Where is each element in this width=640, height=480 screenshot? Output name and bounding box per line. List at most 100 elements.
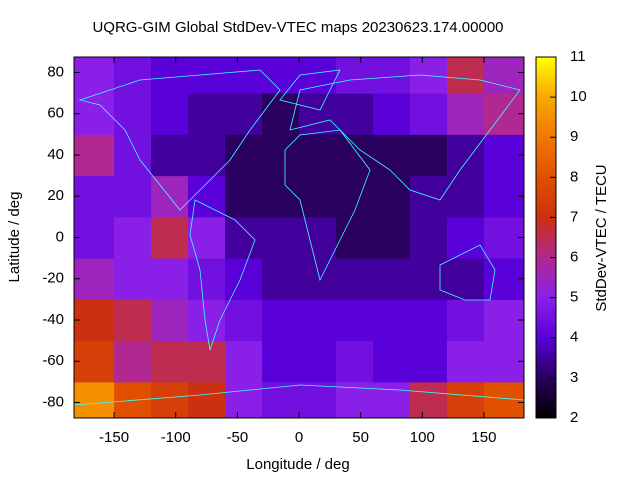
heatmap-cell: [446, 381, 485, 419]
heatmap-cell: [299, 57, 337, 94]
heatmap-cell: [114, 134, 152, 177]
y-tick-label: -60: [42, 352, 64, 369]
heatmap-cell: [114, 93, 152, 135]
heatmap-cell: [188, 381, 226, 419]
colorbar-tick-label: 8: [570, 168, 578, 185]
colorbar-tick-label: 6: [570, 249, 578, 266]
coastline: [189, 199, 256, 351]
heatmap-cell: [335, 216, 374, 259]
heatmap-cell: [225, 258, 263, 300]
heatmap-cell: [225, 175, 263, 218]
heatmap-cell: [335, 93, 374, 135]
coastline: [73, 384, 525, 406]
heatmap-cell: [483, 258, 525, 300]
heatmap-cell: [446, 216, 485, 259]
coastline: [279, 69, 341, 111]
heatmap-cell: [262, 340, 300, 383]
heatmap-cell: [114, 299, 152, 342]
y-tick-label: 40: [47, 146, 64, 163]
heatmap-cell: [409, 216, 448, 259]
heatmap-cell: [446, 340, 485, 383]
heatmap-cell: [262, 258, 300, 300]
heatmap-cell: [372, 93, 411, 135]
heatmap-cell: [483, 93, 525, 135]
heatmap-cell: [372, 175, 411, 218]
coastline: [78, 69, 281, 211]
colorbar-tick-label: 4: [570, 329, 578, 346]
heatmap-cell: [335, 299, 374, 342]
x-tick-label: -100: [161, 429, 191, 446]
heatmap-cell: [114, 57, 152, 94]
heatmap-cell: [225, 93, 263, 135]
heatmap-cell: [372, 381, 411, 419]
heatmap-cell: [151, 57, 189, 94]
heatmap-cell: [409, 299, 448, 342]
heatmap-cell: [299, 258, 337, 300]
heatmap-cell: [446, 299, 485, 342]
x-axis-label: Longitude / deg: [246, 456, 349, 473]
heatmap-cell: [151, 340, 189, 383]
colorbar: [535, 56, 557, 419]
heatmap-cell: [446, 134, 485, 177]
x-tick-label: 150: [471, 429, 496, 446]
heatmap-cell: [74, 340, 115, 383]
heatmap-cell: [114, 216, 152, 259]
heatmap-cell: [483, 175, 525, 218]
heatmap-cell: [151, 381, 189, 419]
y-tick-label: -80: [42, 393, 64, 410]
heatmap-cell: [151, 175, 189, 218]
heatmap-cell: [74, 258, 115, 300]
heatmap-cell: [262, 175, 300, 218]
colorbar-tick-label: 5: [570, 289, 578, 306]
heatmap-cell: [225, 57, 263, 94]
heatmap-cell: [483, 134, 525, 177]
y-tick-label: 20: [47, 187, 64, 204]
heatmap-cell: [74, 57, 115, 94]
heatmap-cell: [114, 258, 152, 300]
y-tick-label: 60: [47, 105, 64, 122]
heatmap-cell: [74, 381, 115, 419]
heatmap-cell: [409, 340, 448, 383]
heatmap-cell: [299, 381, 337, 419]
colorbar-tick-label: 3: [570, 369, 578, 386]
heatmap-cell: [188, 340, 226, 383]
x-tick-label: 100: [410, 429, 435, 446]
heatmap-cell: [188, 175, 226, 218]
colorbar-tick-label: 2: [570, 409, 578, 426]
heatmap-cell: [74, 134, 115, 177]
colorbar-tick-label: 10: [570, 88, 587, 105]
y-tick-label: -20: [42, 270, 64, 287]
heatmap-cell: [114, 175, 152, 218]
heatmap-cell: [372, 134, 411, 177]
heatmap-cell: [262, 216, 300, 259]
heatmap-cell: [225, 134, 263, 177]
heatmap-cell: [225, 340, 263, 383]
x-tick-label: 0: [295, 429, 303, 446]
coastline: [439, 244, 496, 301]
heatmap-cell: [151, 216, 189, 259]
heatmap: [74, 57, 525, 419]
heatmap-cell: [372, 57, 411, 94]
heatmap-cell: [483, 340, 525, 383]
heatmap-cell: [409, 381, 448, 419]
y-tick-label: -40: [42, 311, 64, 328]
heatmap-cell: [483, 299, 525, 342]
chart-title: UQRG-GIM Global StdDev-VTEC maps 2023062…: [92, 19, 503, 36]
heatmap-cell: [299, 216, 337, 259]
x-tick-label: -150: [99, 429, 129, 446]
heatmap-cell: [446, 57, 485, 94]
x-tick-label: 50: [352, 429, 369, 446]
heatmap-cell: [409, 258, 448, 300]
heatmap-cell: [446, 258, 485, 300]
heatmap-cell: [299, 340, 337, 383]
colorbar-tick-label: 11: [570, 48, 586, 65]
coastline: [284, 129, 371, 282]
heatmap-cell: [262, 57, 300, 94]
coastline: [289, 74, 521, 201]
y-tick-label: 80: [47, 63, 64, 80]
heatmap-cell: [335, 258, 374, 300]
heatmap-cell: [262, 381, 300, 419]
heatmap-cell: [483, 216, 525, 259]
heatmap-cell: [299, 299, 337, 342]
